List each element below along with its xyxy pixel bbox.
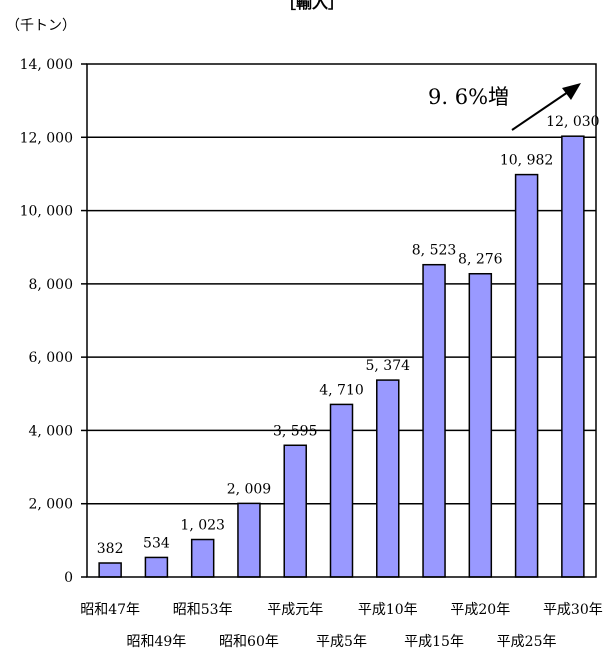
data-label: 382: [97, 541, 124, 557]
gridlines: [87, 136, 596, 505]
data-label: 8, 276: [458, 252, 503, 268]
category-label: 昭和49年: [126, 634, 186, 650]
bar: [237, 502, 261, 578]
y-axis-ticks: 0 2, 000 4, 000 6, 000 8, 000 10, 000 12, 000 1…: [20, 57, 87, 586]
chart-title: ［輸入］: [280, 0, 344, 12]
category-label: 平成30年: [543, 602, 603, 618]
data-label: 10, 982: [500, 153, 553, 169]
category-label: 平成25年: [497, 634, 557, 650]
bar: [283, 444, 307, 578]
y-tick-label: 2, 000: [28, 497, 73, 513]
y-tick-label: 12, 000: [20, 130, 73, 146]
bar: [514, 173, 539, 578]
category-label: 昭和53年: [173, 602, 233, 618]
y-tick-label: 8, 000: [28, 277, 73, 293]
category-label: 昭和60年: [219, 634, 279, 650]
bar: [376, 379, 400, 578]
data-label: 534: [143, 535, 170, 551]
bar: [468, 272, 493, 578]
y-tick-label: 10, 000: [20, 204, 73, 220]
data-label: 8, 523: [412, 243, 457, 259]
category-label: 平成20年: [450, 602, 510, 618]
data-label: 5, 374: [366, 358, 411, 374]
bar: [190, 538, 215, 578]
category-label: 平成5年: [316, 634, 367, 650]
y-tick-label: 0: [64, 570, 73, 586]
bar: [561, 135, 585, 578]
data-label: 3, 595: [273, 423, 318, 439]
bar: [422, 263, 446, 578]
y-tick-label: 14, 000: [20, 57, 73, 73]
data-label: 4, 710: [319, 382, 364, 398]
data-label: 2, 009: [227, 481, 272, 497]
category-label: 昭和47年: [80, 602, 140, 618]
category-label: 平成10年: [358, 602, 418, 618]
category-label: 平成元年: [267, 602, 323, 618]
bar: [98, 562, 122, 578]
y-tick-label: 4, 000: [28, 423, 73, 439]
unit-label: （千トン）: [6, 18, 76, 34]
bar: [329, 403, 354, 578]
data-label: 12, 030: [546, 114, 599, 130]
y-tick-label: 6, 000: [28, 350, 73, 366]
plot-area-frame: [86, 63, 597, 578]
category-label: 平成15年: [404, 634, 464, 650]
bar: [144, 556, 169, 578]
data-label: 1, 023: [180, 518, 225, 534]
growth-annotation: 9. 6%増: [428, 85, 509, 109]
growth-arrow-icon: [511, 83, 581, 131]
